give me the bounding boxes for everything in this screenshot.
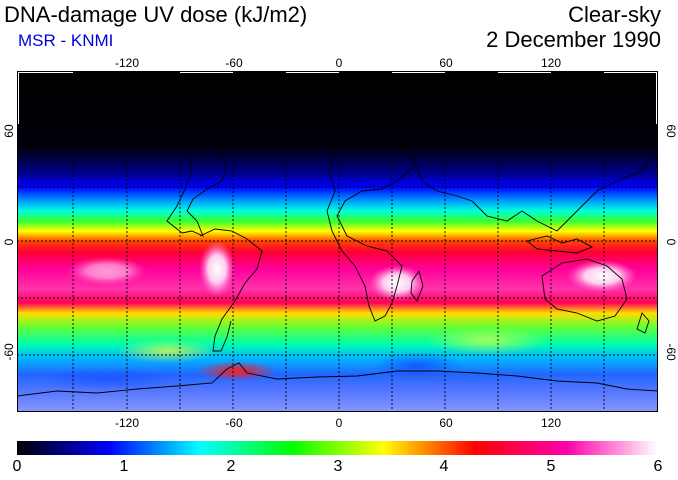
colorbar [17,441,658,455]
date-label: 2 December 1990 [486,27,661,52]
coastline-asia [406,122,653,232]
lon-tick-bottom: -120 [114,416,140,430]
lat-tick-right: -60 [664,343,678,361]
colorbar-label: 4 [439,458,449,475]
uv-coldspot [37,367,177,391]
lon-tick-bottom: 0 [335,416,343,430]
uv-dose-map [17,71,658,412]
uv-hotspot [567,260,637,292]
lon-tick-top: 120 [540,56,562,70]
lon-tick-top: -120 [114,56,140,70]
colorbar-label: 1 [119,458,129,475]
coastline-south-america [199,228,263,352]
source-label: MSR - KNMI [18,31,114,50]
coastline-new-zealand [636,312,650,334]
coastline-madagascar [410,269,424,302]
lon-tick-bottom: -60 [225,416,243,430]
colorbar-label: 5 [546,458,556,475]
lon-tick-top: -60 [225,56,243,70]
coastline-north-america [36,118,253,237]
lon-tick-bottom: 120 [540,416,562,430]
sky-condition-label: Clear-sky [568,2,661,27]
uv-redspot [197,361,277,381]
lat-tick-right: 0 [664,238,678,246]
coastlines [17,100,658,397]
uv-warmspot [117,339,217,363]
lat-tick-right: 60 [664,124,678,138]
lon-tick-bottom: 60 [439,416,453,430]
uv-warmspot [427,327,547,355]
coastline-greenland [256,100,318,147]
lon-tick-top: 60 [439,56,453,70]
map-title: DNA-damage UV dose (kJ/m2) [4,2,308,27]
colorbar-label: 3 [333,458,343,475]
graticule [17,71,658,412]
coastline-africa-europe [326,138,416,322]
map-frame [17,71,658,412]
lat-tick-left: -60 [2,343,16,361]
uv-coldspot [372,352,462,380]
coastline-antarctica [17,362,658,397]
uv-hotspot [199,241,235,297]
colorbar-label: 2 [226,458,236,475]
lat-tick-left: 0 [2,238,16,246]
coastline-indonesia [526,235,594,254]
coastline-australia [541,258,628,322]
lon-tick-top: 0 [335,56,343,70]
lat-tick-left: 60 [2,124,16,138]
colorbar-label: 0 [12,458,22,475]
colorbar-label: 6 [653,458,663,475]
